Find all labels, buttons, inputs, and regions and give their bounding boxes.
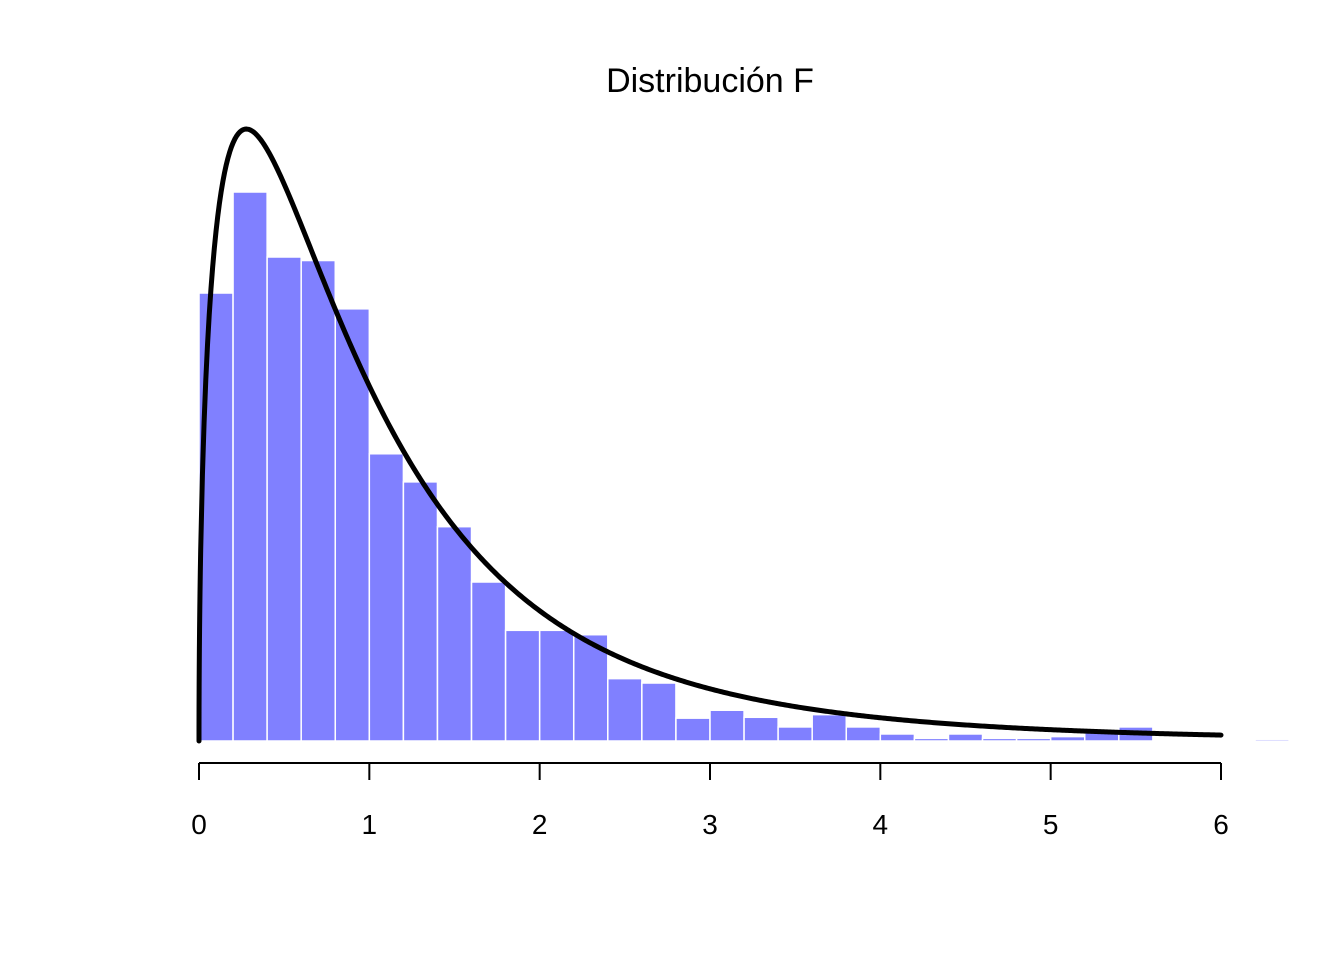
histogram-bar [572, 633, 609, 742]
x-tick-label: 1 [362, 809, 378, 840]
histogram-bar [675, 717, 711, 742]
histogram-bar [879, 733, 916, 742]
histogram-bar [743, 716, 779, 742]
histogram-bar [436, 525, 473, 742]
histogram-bar [811, 713, 848, 742]
histogram-bar [198, 292, 234, 742]
histogram-bar [470, 581, 507, 742]
histogram-bar [538, 629, 575, 742]
histogram-bar [947, 733, 984, 742]
histogram-bars [198, 191, 1290, 742]
x-tick-label: 5 [1043, 809, 1059, 840]
histogram-bar [266, 256, 302, 742]
density-curve [196, 126, 1224, 744]
x-tick-label: 2 [532, 809, 548, 840]
histogram-bar [607, 677, 643, 742]
histogram-bar [1015, 737, 1052, 742]
histogram-bar [913, 737, 950, 742]
histogram-bar [709, 709, 745, 742]
chart-title: Distribución F [606, 62, 814, 100]
histogram-bar [402, 481, 439, 742]
histogram-bar [777, 726, 813, 742]
histogram-bar [641, 682, 677, 742]
x-tick-label: 6 [1213, 809, 1229, 840]
histogram-bar [845, 726, 882, 742]
histogram-bar [334, 308, 371, 742]
histogram-bar [232, 191, 268, 742]
x-axis: 0 1 2 3 4 5 6 [191, 762, 1229, 840]
x-tick-label: 4 [873, 809, 889, 840]
histogram-bar [300, 259, 337, 742]
histogram-bar [504, 629, 541, 742]
histogram-bar [1254, 738, 1290, 742]
histogram-bar [981, 737, 1018, 742]
histogram-bar [1049, 735, 1086, 742]
x-tick-label: 3 [702, 809, 718, 840]
x-tick-label: 0 [191, 809, 207, 840]
histogram-bar [368, 453, 405, 742]
